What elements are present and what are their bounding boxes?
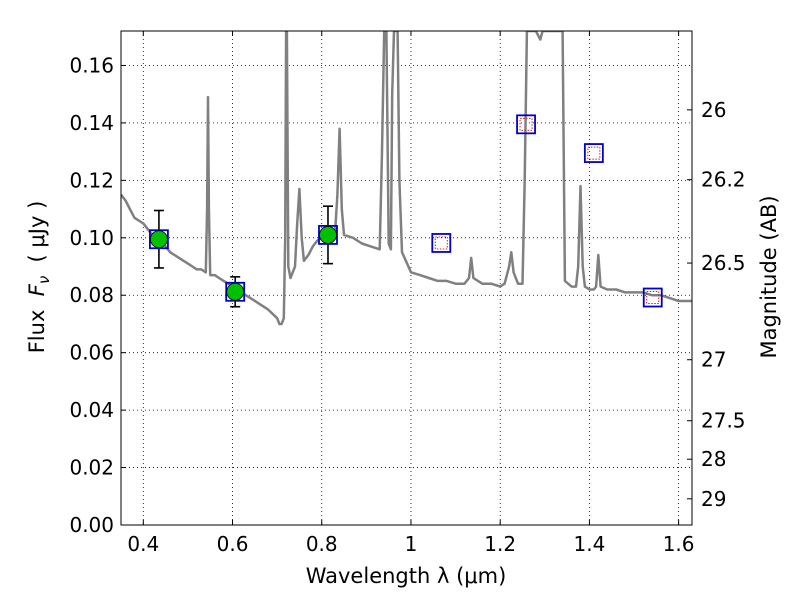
magnitude-tick-label: 26	[701, 98, 726, 122]
upper-limit-square	[434, 236, 448, 250]
x-tick-label: 1.6	[663, 532, 695, 556]
observed-flux-point	[319, 226, 337, 244]
spectrum-layer	[121, 31, 692, 326]
magnitude-tick-label: 26.2	[701, 168, 746, 192]
y-tick-label: 0.14	[69, 111, 114, 135]
x-tick-label: 1.4	[573, 532, 605, 556]
x-axis-label: Wavelength λ (μm)	[306, 564, 507, 588]
magnitude-tick-label: 27.5	[701, 409, 746, 433]
y-axis-label-prefix: Flux	[25, 296, 49, 353]
model-photometry-square	[431, 233, 452, 253]
y-tick-label: 0.10	[69, 226, 114, 250]
x-tick-label: 0.6	[217, 532, 249, 556]
model-photometry-square	[149, 229, 169, 250]
grid	[121, 31, 692, 525]
y-tick-label: 0.06	[69, 341, 114, 365]
observed-flux-point	[226, 282, 245, 301]
model-photometry-square	[516, 114, 536, 135]
upper-limit-square	[646, 291, 660, 305]
y-tick-label: 0.02	[69, 456, 114, 480]
model-photometry-square	[225, 281, 246, 302]
y-tick-label: 0.00	[69, 513, 114, 537]
magnitude-tick-label: 28	[701, 447, 726, 471]
magnitude-tick-label: 29	[701, 487, 726, 511]
upper-limit-square	[519, 117, 533, 131]
magnitude-tick-label: 26.5	[701, 251, 746, 275]
magnitude-axis-label: Magnitude (AB)	[757, 195, 781, 358]
magnitude-tick-label: 27	[701, 348, 726, 372]
x-tick-label: 1	[405, 532, 418, 556]
model-photometry-square	[583, 143, 604, 163]
upper-limit-square	[587, 146, 601, 160]
model-photometry-square	[642, 287, 663, 308]
points-layer	[149, 114, 663, 308]
y-tick-label: 0.04	[69, 398, 114, 422]
ticks-layer: 0.4 0.6 0.8 1 1.2 1.4 1.6 0.00 0.02 0.04 0.06 0.08 0…	[69, 31, 746, 556]
x-tick-label: 0.4	[127, 532, 159, 556]
model-photometry-square	[318, 225, 338, 245]
x-tick-label: 1.2	[484, 532, 516, 556]
y-tick-label: 0.16	[69, 53, 114, 77]
y-tick-label: 0.08	[69, 283, 114, 307]
y-axis-label-suffix: ( μJy )	[25, 201, 49, 276]
y-tick-label: 0.12	[69, 168, 114, 192]
y-axis-label: Flux Fν ( μJy )	[25, 201, 53, 354]
spectrum-line	[121, 31, 692, 326]
plot-frame	[120, 30, 693, 526]
observed-flux-point	[150, 230, 168, 249]
x-tick-label: 0.8	[306, 532, 338, 556]
y-axis-label-symbol: F	[25, 283, 49, 296]
y-axis-label-subscript: ν	[35, 276, 53, 284]
